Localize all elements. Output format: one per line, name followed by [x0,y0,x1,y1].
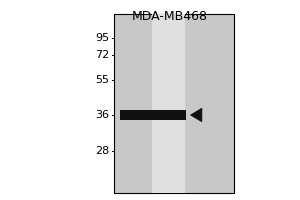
Bar [114,14,234,193]
Text: 36: 36 [95,110,110,120]
Text: MDA-MB468: MDA-MB468 [131,10,208,23]
Text: 55: 55 [95,75,110,85]
Polygon shape [190,108,202,122]
Bar [120,110,186,120]
Text: 28: 28 [95,146,110,156]
Bar [152,14,184,193]
Text: 95: 95 [95,33,110,43]
Text: 72: 72 [95,50,110,60]
